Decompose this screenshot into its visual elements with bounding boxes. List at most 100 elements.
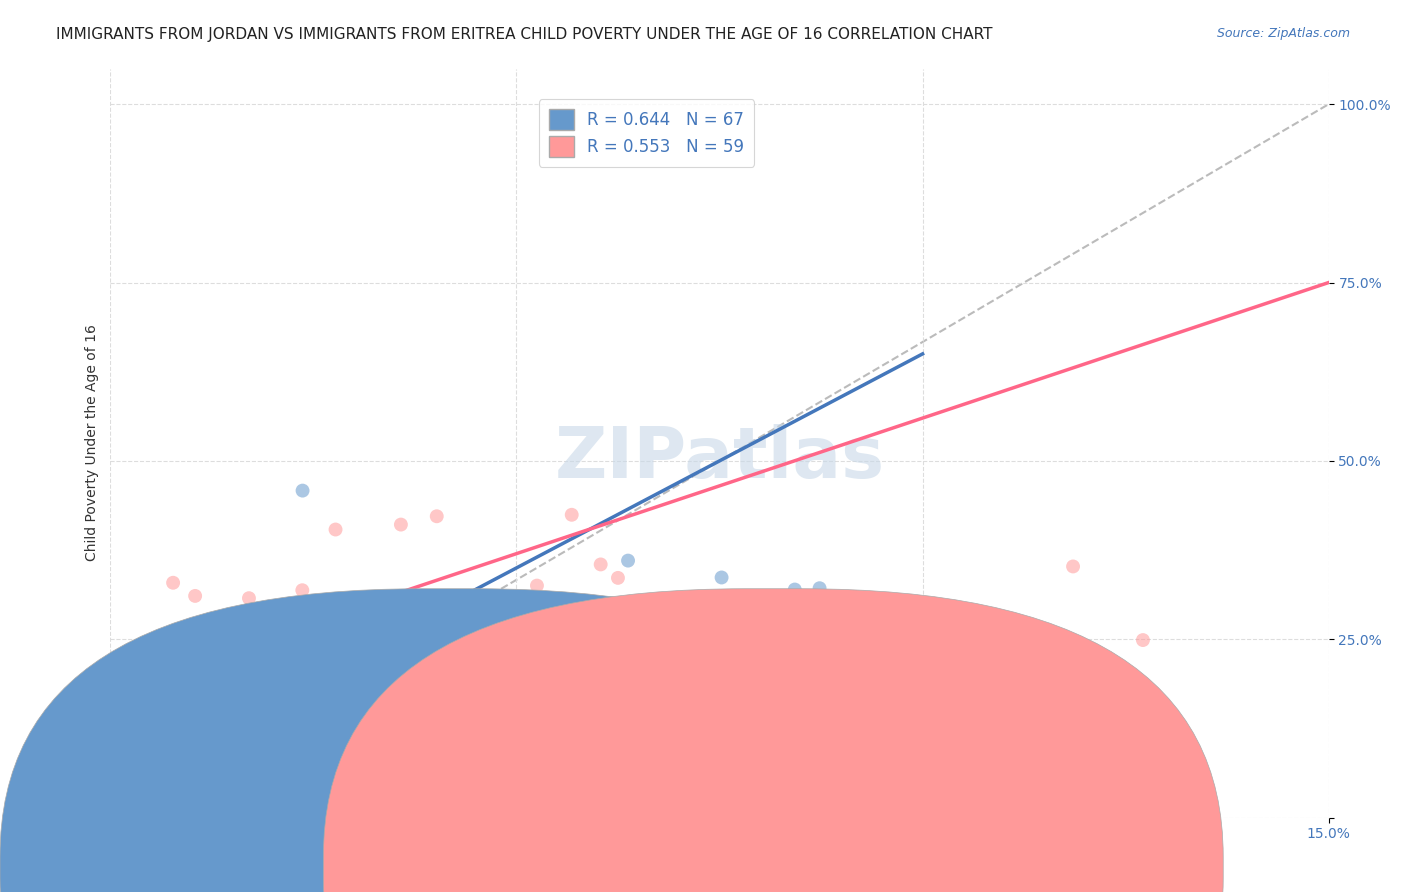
- Immigrants from Eritrea: [342, 747, 364, 761]
- Immigrants from Eritrea: [344, 645, 367, 659]
- Immigrants from Eritrea: [259, 756, 281, 770]
- Immigrants from Eritrea: [187, 710, 209, 724]
- Immigrants from Eritrea: [284, 778, 307, 792]
- Immigrants from Eritrea: [201, 776, 224, 790]
- Immigrants from Eritrea: [221, 752, 243, 766]
- Immigrants from Jordan: [349, 721, 371, 735]
- Legend: R = 0.644   N = 67, R = 0.553   N = 59: R = 0.644 N = 67, R = 0.553 N = 59: [538, 99, 754, 167]
- Immigrants from Jordan: [200, 714, 222, 729]
- Immigrants from Jordan: [188, 723, 211, 737]
- Immigrants from Eritrea: [162, 727, 184, 741]
- Immigrants from Eritrea: [122, 681, 145, 696]
- Immigrants from Eritrea: [291, 583, 314, 598]
- Immigrants from Jordan: [120, 714, 142, 729]
- Immigrants from Eritrea: [413, 620, 436, 634]
- Immigrants from Eritrea: [561, 508, 583, 522]
- Immigrants from Eritrea: [1132, 633, 1154, 648]
- Immigrants from Jordan: [163, 756, 186, 770]
- Immigrants from Eritrea: [208, 713, 231, 727]
- Immigrants from Jordan: [434, 602, 457, 616]
- Immigrants from Eritrea: [240, 680, 263, 694]
- Immigrants from Jordan: [134, 773, 156, 788]
- Immigrants from Jordan: [129, 794, 152, 808]
- Immigrants from Jordan: [174, 811, 197, 825]
- Immigrants from Eritrea: [284, 605, 307, 619]
- Immigrants from Eritrea: [190, 753, 212, 767]
- Immigrants from Jordan: [129, 772, 152, 786]
- Immigrants from Jordan: [169, 705, 191, 719]
- Immigrants from Jordan: [112, 750, 135, 764]
- Immigrants from Eritrea: [235, 811, 257, 825]
- Immigrants from Eritrea: [114, 656, 136, 670]
- Immigrants from Jordan: [217, 706, 239, 721]
- Immigrants from Eritrea: [325, 523, 347, 537]
- Immigrants from Jordan: [703, 657, 725, 672]
- Immigrants from Jordan: [118, 737, 141, 751]
- Immigrants from Jordan: [412, 615, 434, 629]
- Immigrants from Jordan: [108, 807, 131, 822]
- Immigrants from Jordan: [166, 696, 188, 710]
- Immigrants from Eritrea: [236, 767, 259, 781]
- Immigrants from Eritrea: [803, 667, 825, 681]
- Immigrants from Eritrea: [607, 571, 630, 585]
- Text: Immigrants from Jordan: Immigrants from Jordan: [451, 860, 617, 874]
- Immigrants from Eritrea: [418, 661, 440, 675]
- Text: IMMIGRANTS FROM JORDAN VS IMMIGRANTS FROM ERITREA CHILD POVERTY UNDER THE AGE OF: IMMIGRANTS FROM JORDAN VS IMMIGRANTS FRO…: [56, 27, 993, 42]
- Immigrants from Eritrea: [235, 689, 257, 703]
- Immigrants from Eritrea: [1062, 559, 1084, 574]
- Immigrants from Jordan: [125, 755, 148, 769]
- Immigrants from Jordan: [194, 684, 217, 698]
- Immigrants from Jordan: [285, 717, 308, 731]
- Immigrants from Jordan: [250, 660, 273, 674]
- Immigrants from Jordan: [281, 741, 304, 756]
- Immigrants from Jordan: [143, 811, 166, 825]
- Immigrants from Jordan: [249, 690, 271, 704]
- Immigrants from Jordan: [586, 675, 609, 690]
- Immigrants from Eritrea: [146, 735, 169, 749]
- Immigrants from Jordan: [260, 736, 283, 750]
- Immigrants from Eritrea: [589, 558, 612, 572]
- Immigrants from Jordan: [457, 717, 479, 731]
- Immigrants from Jordan: [179, 789, 201, 804]
- Immigrants from Eritrea: [129, 782, 152, 797]
- Immigrants from Eritrea: [278, 777, 301, 791]
- Immigrants from Jordan: [108, 811, 131, 825]
- Immigrants from Jordan: [107, 755, 129, 769]
- Immigrants from Eritrea: [231, 756, 253, 770]
- Immigrants from Eritrea: [381, 695, 404, 709]
- Immigrants from Jordan: [319, 718, 342, 732]
- Immigrants from Jordan: [173, 662, 195, 676]
- Immigrants from Jordan: [141, 737, 163, 751]
- Immigrants from Jordan: [111, 811, 134, 825]
- Immigrants from Jordan: [557, 789, 579, 803]
- Immigrants from Eritrea: [131, 757, 153, 772]
- Immigrants from Eritrea: [222, 607, 245, 621]
- Immigrants from Jordan: [191, 726, 214, 740]
- Immigrants from Eritrea: [148, 735, 170, 749]
- Immigrants from Jordan: [710, 570, 733, 584]
- Immigrants from Jordan: [259, 727, 281, 741]
- Immigrants from Jordan: [145, 672, 167, 686]
- Immigrants from Jordan: [783, 582, 806, 597]
- Immigrants from Jordan: [222, 810, 245, 824]
- Immigrants from Eritrea: [264, 663, 287, 677]
- Immigrants from Eritrea: [169, 700, 191, 714]
- Immigrants from Jordan: [508, 593, 530, 607]
- Immigrants from Eritrea: [201, 719, 224, 733]
- Immigrants from Jordan: [291, 483, 314, 498]
- Immigrants from Eritrea: [181, 702, 204, 716]
- Immigrants from Eritrea: [260, 811, 283, 825]
- Immigrants from Jordan: [173, 709, 195, 723]
- Immigrants from Jordan: [808, 581, 831, 595]
- Text: ZIPatlas: ZIPatlas: [554, 424, 884, 492]
- Immigrants from Jordan: [367, 632, 389, 647]
- Immigrants from Eritrea: [194, 632, 217, 646]
- Immigrants from Eritrea: [162, 575, 184, 590]
- Text: Immigrants from Eritrea: Immigrants from Eritrea: [761, 860, 927, 874]
- Immigrants from Eritrea: [294, 598, 316, 612]
- Immigrants from Jordan: [138, 683, 160, 698]
- Immigrants from Jordan: [148, 711, 170, 725]
- Immigrants from Jordan: [134, 747, 156, 761]
- Immigrants from Jordan: [214, 621, 236, 635]
- Immigrants from Eritrea: [389, 517, 412, 532]
